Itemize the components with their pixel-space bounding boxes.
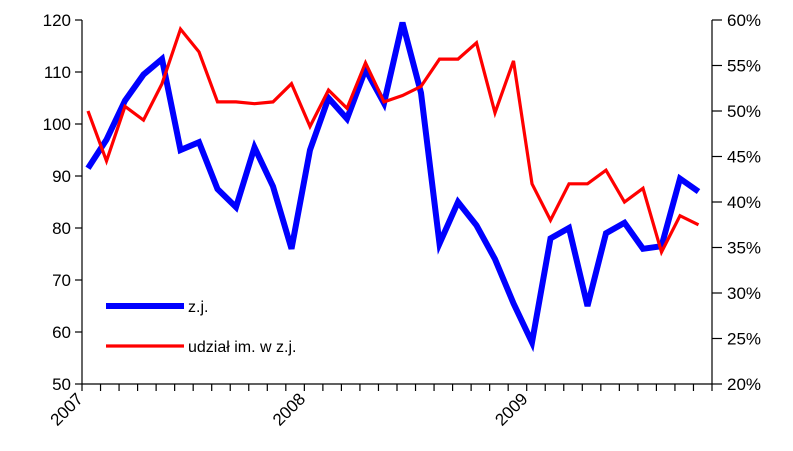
- x-axis-ticks: 2007 2008 2009: [47, 384, 713, 430]
- x-tick-label: 2009: [491, 389, 531, 429]
- x-tick-label: 2007: [47, 389, 87, 429]
- right-tick-label: 40%: [727, 193, 761, 212]
- right-y-axis-ticks: 20% 25% 30% 35% 40% 45% 50% 55% 60%: [712, 11, 761, 394]
- legend-label-zj: z.j.: [188, 299, 208, 316]
- right-tick-label: 30%: [727, 284, 761, 303]
- left-tick-label: 50: [52, 375, 71, 394]
- x-tick-label: 2008: [269, 389, 309, 429]
- series-layer: [85, 21, 701, 353]
- left-tick-label: 90: [52, 167, 71, 186]
- legend: z.j. udział im. w z.j.: [106, 299, 296, 356]
- right-tick-label: 35%: [727, 239, 761, 258]
- left-tick-label: 110: [44, 63, 71, 82]
- left-tick-label: 60: [52, 323, 71, 342]
- right-tick-label: 25%: [727, 330, 761, 349]
- left-tick-label: 70: [52, 271, 71, 290]
- series-line-udzial: [86, 25, 700, 257]
- left-tick-label: 100: [43, 115, 71, 134]
- left-y-axis-ticks: 50 60 70 80 90 100 110 120: [43, 11, 82, 394]
- series-line-zj: [85, 21, 701, 353]
- chart-axes: [81, 20, 713, 385]
- right-tick-label: 20%: [727, 375, 761, 394]
- right-tick-label: 45%: [727, 148, 761, 167]
- left-tick-label: 80: [52, 219, 71, 238]
- legend-label-udzial: udział im. w z.j.: [188, 339, 296, 356]
- right-tick-label: 60%: [727, 11, 761, 30]
- left-tick-label: 120: [43, 11, 71, 30]
- right-tick-label: 50%: [727, 102, 761, 121]
- right-tick-label: 55%: [727, 57, 761, 76]
